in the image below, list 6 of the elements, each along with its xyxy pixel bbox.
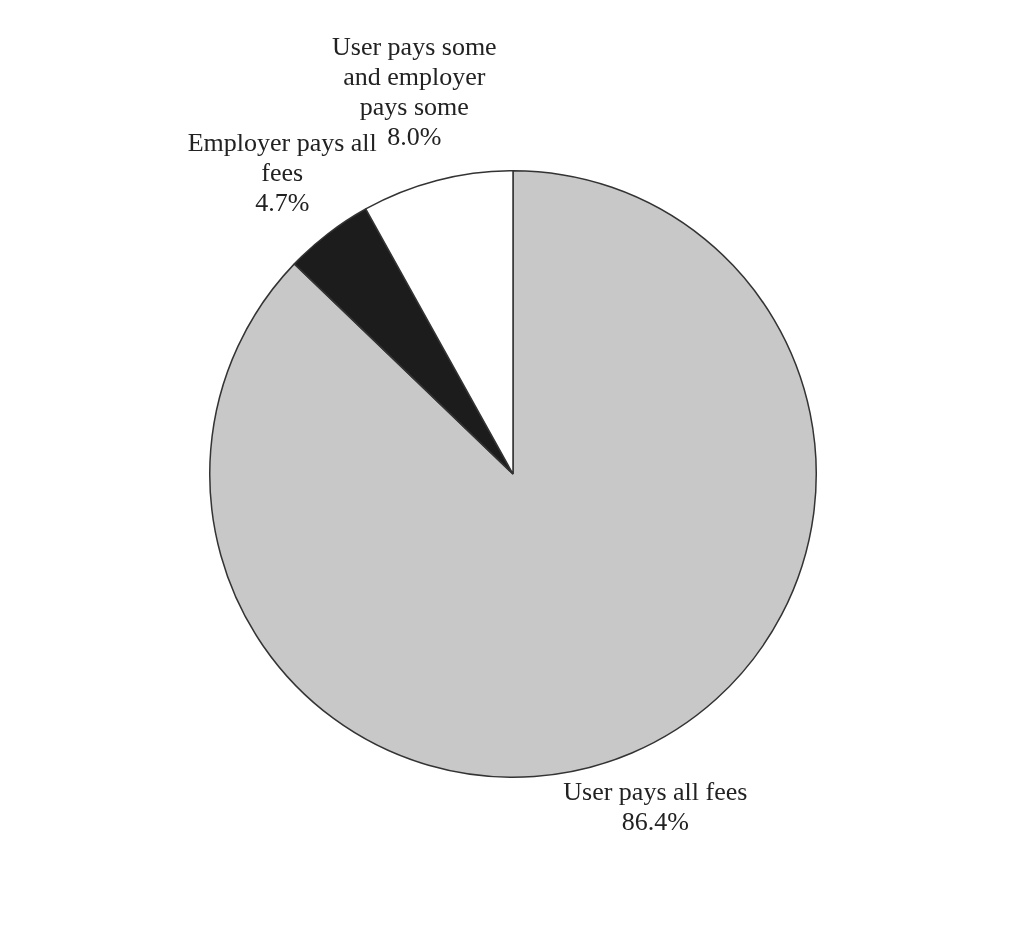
- data-label: 86.4%: [621, 807, 689, 837]
- slice-label: User pays some and employer pays some: [332, 32, 497, 122]
- data-label: 4.7%: [255, 188, 310, 218]
- slice-label: Employer pays all fees: [187, 128, 377, 188]
- data-label: 8.0%: [387, 122, 442, 152]
- slice-label: User pays all fees: [563, 777, 748, 807]
